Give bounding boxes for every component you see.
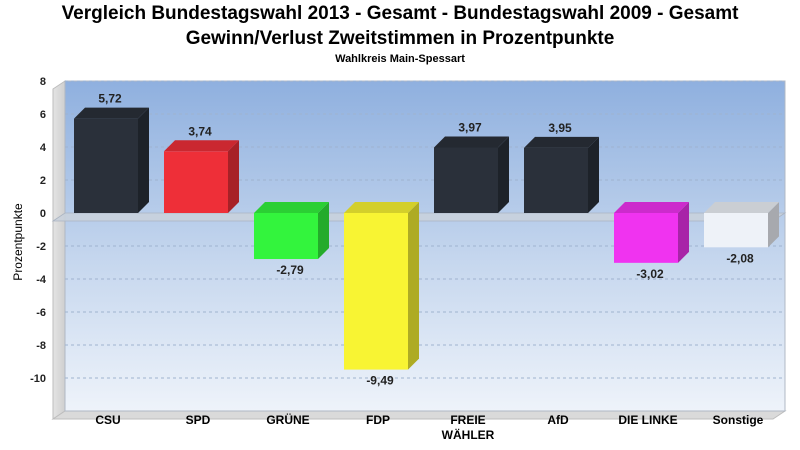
y-tick-label: -8 [36, 340, 46, 352]
bar-side [768, 202, 779, 248]
y-tick-label: -6 [36, 307, 46, 319]
bar-front [254, 213, 318, 260]
bar-side [318, 202, 329, 260]
data-label: 5,72 [98, 92, 122, 106]
y-tick-label: 0 [40, 208, 46, 220]
bar-front [434, 147, 498, 213]
bar-spd [164, 140, 239, 213]
bar-side [588, 136, 599, 213]
x-tick-label: DIE LINKE [618, 413, 677, 427]
bar-front [524, 147, 588, 213]
bar-top [164, 140, 239, 152]
bar-csu [74, 107, 149, 213]
bar-grüne [254, 202, 329, 260]
x-tick-label: Sonstige [713, 413, 764, 427]
bar-top [524, 136, 599, 148]
x-tick-label: AfD [547, 413, 569, 427]
bar-sonstige [704, 202, 779, 248]
y-tick-label: -2 [36, 241, 46, 253]
bar-top [74, 107, 149, 119]
y-tick-label: -4 [36, 274, 47, 286]
y-tick-label: 2 [40, 175, 46, 187]
bar-side [408, 202, 419, 370]
y-tick-label: 8 [40, 76, 46, 88]
bar-die-linke [614, 202, 689, 263]
data-label: 3,97 [458, 120, 482, 134]
chart-district: Wahlkreis Main-Spessart [335, 53, 465, 65]
plot-side-wall [52, 80, 66, 420]
bar-top [434, 136, 509, 148]
data-label: -2,79 [276, 263, 304, 277]
data-label: 3,95 [548, 121, 572, 135]
x-tick-label: FDP [366, 413, 390, 427]
y-tick-label: 6 [40, 109, 46, 121]
bar-front [344, 213, 408, 370]
bar-front [614, 213, 678, 263]
y-tick-label: -10 [30, 373, 46, 385]
bar-top [704, 202, 779, 213]
data-label: -9,49 [366, 374, 394, 388]
bar-top [614, 202, 689, 213]
bar-afd [524, 136, 599, 213]
bar-top [344, 202, 419, 213]
bar-front [74, 118, 138, 213]
chart-subtitle: Gewinn/Verlust Zweitstimmen in Prozentpu… [185, 28, 615, 49]
data-label: -3,02 [636, 267, 664, 281]
data-label: 3,74 [188, 124, 212, 138]
y-axis-label: Prozentpunkte [11, 203, 25, 281]
bar-side [678, 202, 689, 263]
bar-fdp [344, 202, 419, 370]
bar-front [704, 213, 768, 248]
bar-top [254, 202, 329, 213]
data-label: -2,08 [726, 251, 754, 265]
x-tick-label: GRÜNE [266, 412, 309, 427]
bar-side [138, 107, 149, 213]
x-tick-label: CSU [95, 413, 120, 427]
bar-side [228, 140, 239, 213]
y-tick-label: 4 [40, 142, 47, 154]
chart-title: Vergleich Bundestagswahl 2013 - Gesamt -… [61, 3, 739, 24]
x-tick-label: FREIE WÄHLER [442, 413, 495, 442]
bar-front [164, 151, 228, 213]
bar-freie-wähler [434, 136, 509, 213]
bar-side [498, 136, 509, 213]
x-tick-label: SPD [186, 413, 211, 427]
